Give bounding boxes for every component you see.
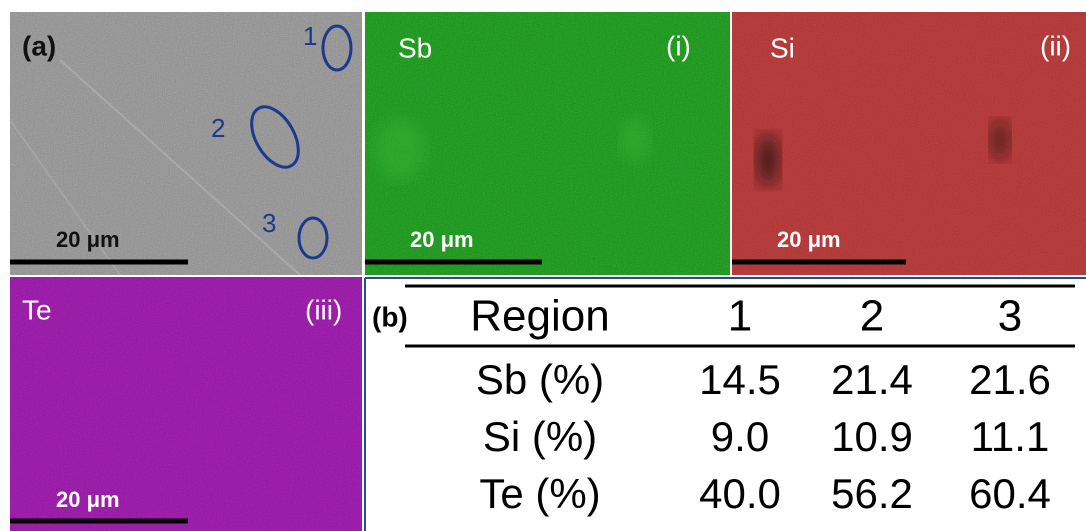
region-label: 1 xyxy=(303,21,317,51)
row-label: Te (%) xyxy=(479,470,600,517)
map-te: Te (iii) 20 μm xyxy=(10,277,362,531)
scale-bar-label: 20 μm xyxy=(777,227,841,252)
feature xyxy=(990,120,1010,160)
figure: (a) 1 2 3 20 μm Sb (i) 20 μm Si (ii) 20 … xyxy=(0,0,1086,531)
map-si: Si (ii) 20 μm xyxy=(732,12,1086,275)
table-cell: 14.5 xyxy=(699,356,781,403)
panel-label: (b) xyxy=(372,301,408,332)
table-header: Region xyxy=(470,292,609,341)
map-sb: Sb (i) 20 μm xyxy=(365,12,730,275)
scale-bar-label: 20 μm xyxy=(56,227,120,252)
table-cell: 60.4 xyxy=(969,470,1051,517)
panel-a: (a) 1 2 3 20 μm xyxy=(10,12,362,275)
table-header: 2 xyxy=(860,292,884,341)
scale-bar-label: 20 μm xyxy=(56,487,120,512)
map-index: (i) xyxy=(666,30,691,61)
page: (a) 1 2 3 20 μm Sb (i) 20 μm Si (ii) 20 … xyxy=(0,0,1086,531)
row-label: Sb (%) xyxy=(476,356,604,403)
table-cell: 56.2 xyxy=(831,470,913,517)
region-label: 2 xyxy=(211,113,225,143)
scale-bar-label: 20 μm xyxy=(410,227,474,252)
region-label: 3 xyxy=(262,208,276,238)
map-index: (ii) xyxy=(1040,30,1071,61)
table-cell: 40.0 xyxy=(699,470,781,517)
table-cell: 10.9 xyxy=(831,413,913,460)
element-label: Te xyxy=(22,294,52,325)
feature xyxy=(620,118,650,162)
panel-b: (b) Region 1 2 3 Sb (%) 14.5 21.4 21.6 Si (%) 9.0… xyxy=(365,278,1086,531)
table-header: 1 xyxy=(728,292,752,341)
table-cell: 21.6 xyxy=(969,356,1051,403)
feature xyxy=(756,134,780,186)
table-cell: 21.4 xyxy=(831,356,913,403)
panel-label: (a) xyxy=(22,30,56,61)
row-label: Si (%) xyxy=(483,413,597,460)
table-cell: 9.0 xyxy=(711,413,769,460)
element-label: Si xyxy=(770,32,795,63)
feature xyxy=(375,120,425,180)
element-label: Sb xyxy=(398,32,432,63)
map-index: (iii) xyxy=(305,294,342,325)
table-header: 3 xyxy=(998,292,1022,341)
table-cell: 11.1 xyxy=(971,413,1050,460)
